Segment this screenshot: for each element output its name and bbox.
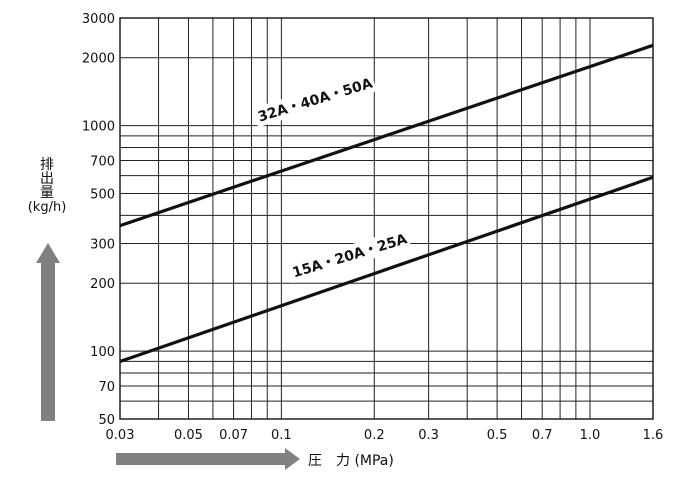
y-tick-label: 2000 <box>82 52 115 67</box>
series-label-bg <box>286 227 412 284</box>
series-label: 32A・40A・50A <box>256 75 375 125</box>
y-axis-label: 排 出 量 (kg/h) <box>22 158 72 216</box>
series-label-bg <box>252 72 377 128</box>
series-labels: 32A・40A・50A 15A・20A・25A <box>252 72 412 284</box>
series-line <box>119 43 654 228</box>
x-axis-arrow <box>116 448 300 470</box>
x-tick-label: 1.6 <box>643 428 664 443</box>
grid <box>119 17 654 420</box>
series-line <box>119 175 654 363</box>
y-axis-arrow <box>36 243 60 421</box>
y-label-char: 量 <box>40 185 54 201</box>
y-tick-label: 3000 <box>82 12 115 27</box>
x-tick-label: 0.03 <box>106 428 135 443</box>
x-tick-label: 0.07 <box>219 428 248 443</box>
x-axis-label: 圧 力 (MPa) <box>308 453 394 469</box>
series-lines <box>119 43 654 363</box>
x-tick-label: 1.0 <box>580 428 601 443</box>
y-tick-label: 300 <box>90 238 115 253</box>
x-tick-label: 0.05 <box>174 428 203 443</box>
x-tick-labels: 0.03 0.05 0.07 0.1 0.2 0.3 0.5 0.7 1.0 1.6 <box>106 428 664 443</box>
x-tick-label: 0.3 <box>418 428 439 443</box>
y-tick-label: 700 <box>90 155 115 170</box>
y-label-unit: (kg/h) <box>27 200 67 215</box>
y-tick-label: 1000 <box>82 120 115 135</box>
y-tick-label: 100 <box>90 345 115 360</box>
x-tick-label: 0.5 <box>487 428 508 443</box>
y-tick-labels: 50 70 100 200 300 500 700 1000 2000 3000 <box>82 12 115 428</box>
y-tick-label: 70 <box>98 380 115 395</box>
x-tick-label: 0.2 <box>364 428 385 443</box>
plot-frame <box>119 17 654 420</box>
y-label-char: 排 <box>40 157 54 173</box>
x-tick-label: 0.1 <box>271 428 292 443</box>
x-tick-label: 0.7 <box>532 428 553 443</box>
y-tick-label: 500 <box>90 187 115 202</box>
y-tick-label: 200 <box>90 277 115 292</box>
y-label-char: 出 <box>40 171 54 187</box>
y-tick-label: 50 <box>98 413 115 428</box>
series-label: 15A・20A・25A <box>291 231 410 281</box>
